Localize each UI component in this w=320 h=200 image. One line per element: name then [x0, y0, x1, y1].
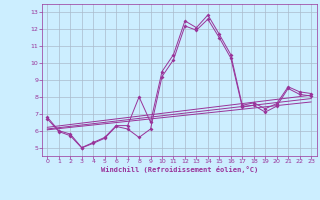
X-axis label: Windchill (Refroidissement éolien,°C): Windchill (Refroidissement éolien,°C)	[100, 166, 258, 173]
